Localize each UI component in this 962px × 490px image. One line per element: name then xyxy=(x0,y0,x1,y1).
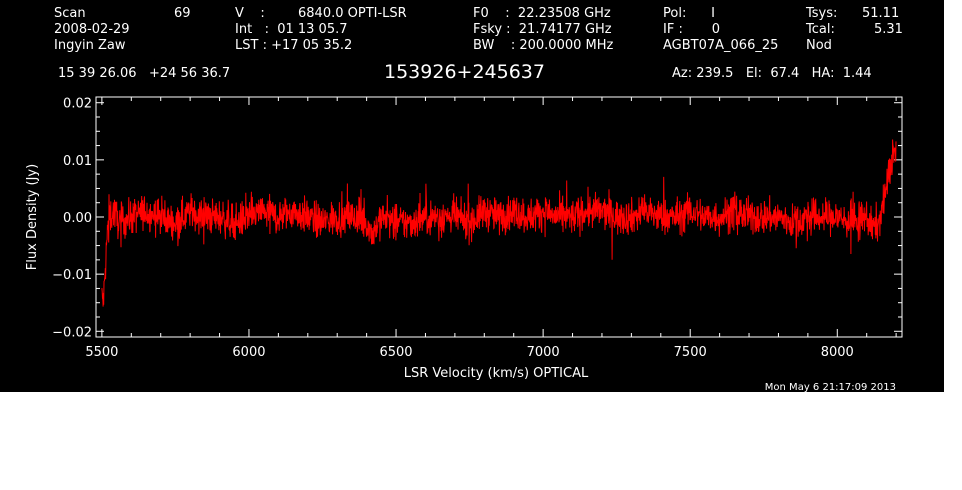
spectrum-trace xyxy=(101,139,897,307)
plot-timestamp: Mon May 6 21:17:09 2013 xyxy=(765,382,896,392)
x-axis-label: LSR Velocity (km/s) OPTICAL xyxy=(404,366,589,381)
x-tick-label: 7500 xyxy=(674,345,707,360)
polarization: Pol: I xyxy=(663,6,715,21)
y-tick-label: −0.01 xyxy=(52,268,92,283)
tcal-label: Tcal: xyxy=(806,22,835,37)
y-axis-label: Flux Density (Jy) xyxy=(25,164,40,270)
observer-name: Ingyin Zaw xyxy=(54,38,126,53)
y-tick-label: 0.02 xyxy=(63,97,92,112)
x-axis: 5500 6000 6500 7000 7500 8000 xyxy=(85,97,897,360)
az-el-ha: Az: 239.5 El: 67.4 HA: 1.44 xyxy=(672,66,872,81)
spectrum-chart: 5500 6000 6500 7000 7500 8000 −0.02 −0.01 0.00 0… xyxy=(25,96,903,392)
x-tick-label: 6000 xyxy=(232,345,265,360)
y-tick-label: 0.01 xyxy=(63,154,92,169)
y-tick-label: 0.00 xyxy=(63,211,92,226)
tsys-label: Tsys: xyxy=(806,6,838,21)
scan-label: Scan xyxy=(54,6,86,21)
sky-frequency: Fsky : 21.74177 GHz xyxy=(473,22,612,37)
source-coordinates: 15 39 26.06 +24 56 36.7 xyxy=(58,66,231,81)
tcal-value: 5.31 xyxy=(874,22,903,37)
tsys-value: 51.11 xyxy=(862,6,900,21)
x-tick-label: 8000 xyxy=(821,345,854,360)
x-tick-label: 6500 xyxy=(379,345,412,360)
chart-title: 153926+245637 xyxy=(384,61,545,83)
project-id: AGBT07A_066_25 xyxy=(663,38,779,53)
y-axis: −0.02 −0.01 0.00 0.01 0.02 xyxy=(52,97,902,340)
integration-time: Int : 01 13 05.7 xyxy=(235,22,348,37)
lst-value: LST : +17 05 35.2 xyxy=(235,38,353,53)
obs-date: 2008-02-29 xyxy=(54,22,130,37)
plot-panel xyxy=(0,0,944,392)
scan-value: 69 xyxy=(174,6,191,21)
velocity-value: 6840.0 OPTI-LSR xyxy=(298,6,407,21)
velocity-label: V : xyxy=(235,6,265,21)
x-tick-label: 5500 xyxy=(85,345,118,360)
rest-frequency: F0 : 22.23508 GHz xyxy=(473,6,611,21)
x-tick-label: 7000 xyxy=(527,345,560,360)
procedure: Nod xyxy=(806,38,832,53)
if-number: IF : 0 xyxy=(663,22,721,37)
y-tick-label: −0.02 xyxy=(52,325,92,340)
bandwidth: BW : 200.0000 MHz xyxy=(473,38,614,53)
